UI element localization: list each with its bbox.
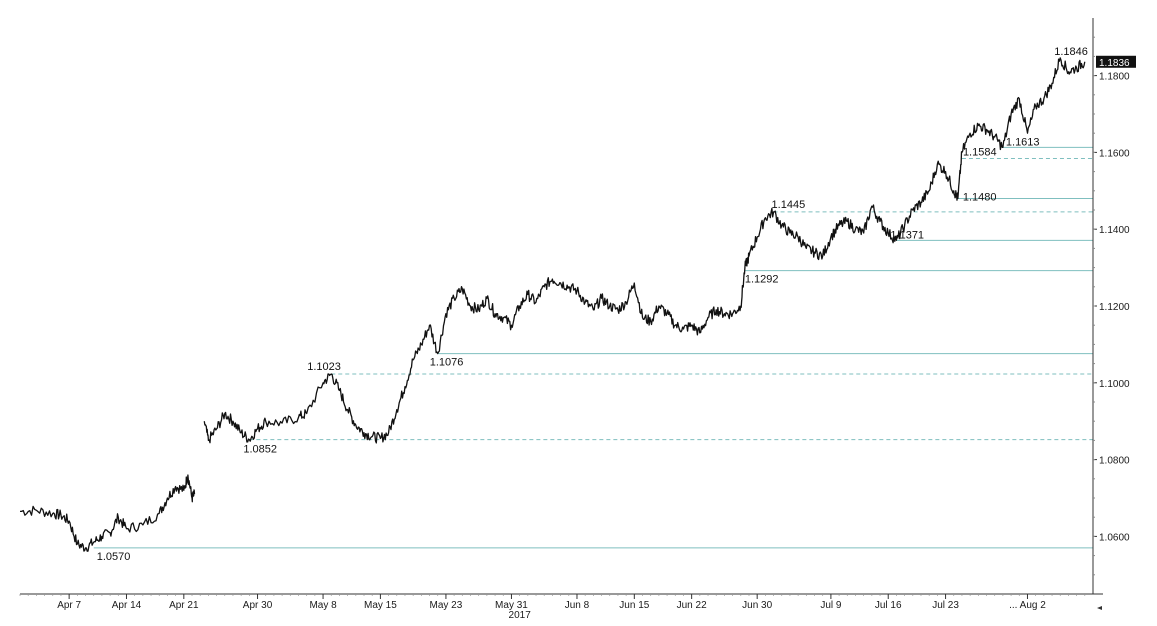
x-tick-label-6: May 15: [364, 600, 397, 611]
high-label: 1.1846: [1054, 46, 1088, 58]
year-label: 2017: [509, 610, 532, 621]
level-label-1-1023: 1.1023: [307, 361, 341, 373]
price-series-segment-1: [20, 474, 196, 552]
x-tick-label-1: Apr 7: [57, 600, 81, 611]
price-layer: [20, 57, 1086, 552]
x-tick-label-13: Jul 9: [820, 600, 842, 611]
x-tick-label-8: May 31: [495, 600, 528, 611]
level-label-1-0570: 1.0570: [97, 551, 131, 563]
y-tick-label-1-0600: 1.0600: [1099, 532, 1130, 543]
level-label-1-1076: 1.1076: [430, 357, 464, 369]
y-tick-label-1-1400: 1.1400: [1099, 225, 1130, 236]
level-label-1-1292: 1.1292: [745, 274, 779, 286]
x-tick-label-14: Jul 16: [875, 600, 902, 611]
x-tick-label-10: Jun 15: [619, 600, 649, 611]
y-tick-label-1-0800: 1.0800: [1099, 456, 1130, 467]
level-label-1-1480: 1.1480: [963, 191, 997, 203]
level-label-1-1613: 1.1613: [1006, 136, 1040, 148]
levels-layer: [93, 146, 1093, 549]
last-price-label: 1.1836: [1099, 58, 1130, 69]
x-tick-label-7: May 23: [430, 600, 463, 611]
price-series-segment-2: [203, 57, 1086, 444]
level-label-1-1584: 1.1584: [963, 147, 997, 159]
axes-layer: 1.0600 1.0800 1.1000 1.1200 1.1400 1.1600 1.18…: [19, 18, 1136, 621]
x-tick-label-11: Jun 22: [677, 600, 707, 611]
x-tick-label-15: Jul 23: [932, 600, 959, 611]
y-tick-label-1-1600: 1.1600: [1099, 148, 1130, 159]
level-label-1-0852: 1.0852: [243, 444, 277, 456]
y-tick-label-1-1000: 1.1000: [1099, 379, 1130, 390]
x-tick-label-16: ... Aug 2: [1009, 600, 1046, 611]
x-tick-label-12: Jun 30: [742, 600, 772, 611]
y-tick-label-1-1800: 1.1800: [1099, 72, 1130, 83]
last-price-badge: [1096, 55, 1136, 68]
x-tick-label-2: Apr 14: [112, 600, 142, 611]
x-tick-label-5: May 8: [309, 600, 337, 611]
annotations-layer: 1.0570 1.0852 1.1023 1.1076 1.1292 1.1371 1.14…: [97, 46, 1088, 563]
level-label-1-1445: 1.1445: [772, 199, 806, 211]
x-tick-label-4: Apr 30: [243, 600, 273, 611]
level-label-1-1371: 1.1371: [890, 229, 924, 241]
x-tick-label-3: Apr 21: [169, 600, 199, 611]
x-tick-label-9: Jun 8: [565, 600, 590, 611]
y-tick-label-1-1200: 1.1200: [1099, 302, 1130, 313]
x-axis-arrow-icon: [1097, 606, 1102, 610]
